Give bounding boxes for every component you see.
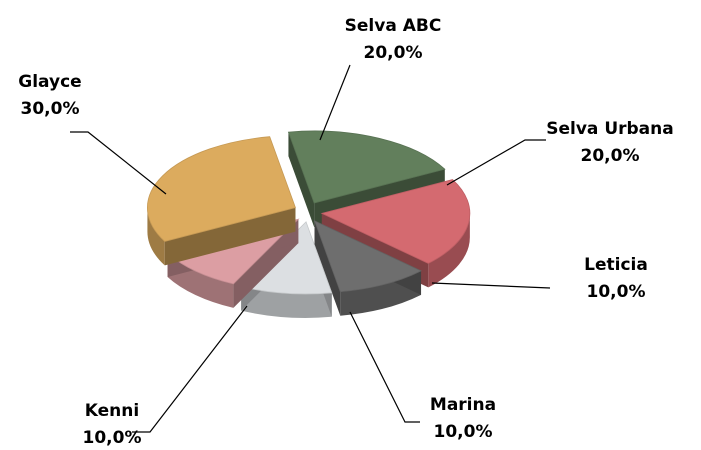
value-label: 30,0% <box>21 99 80 119</box>
value-label: 10,0% <box>587 282 646 302</box>
slice-cut <box>288 132 315 228</box>
leader-line <box>319 64 351 141</box>
leader-line <box>431 282 551 289</box>
leader-line <box>70 131 167 195</box>
leader-line <box>349 311 420 423</box>
slice-cut <box>164 207 296 266</box>
slice-top <box>320 179 471 264</box>
leader-line <box>446 139 546 186</box>
value-label: 20,0% <box>581 146 640 166</box>
value-label: 10,0% <box>434 422 493 442</box>
slice-side <box>241 286 332 318</box>
slice <box>147 136 296 266</box>
category-label: Marina <box>430 395 496 415</box>
slice-side <box>147 207 165 266</box>
slice <box>313 220 422 316</box>
slice-top <box>287 130 446 204</box>
leader-line <box>132 305 248 433</box>
slice-top <box>147 136 296 242</box>
category-label: Selva ABC <box>345 16 442 36</box>
category-label: Selva Urbana <box>546 119 673 139</box>
category-label: Glayce <box>18 72 81 92</box>
value-label: 10,0% <box>83 428 142 448</box>
category-label: Kenni <box>85 401 139 421</box>
category-label: Leticia <box>584 255 648 275</box>
slice-cut <box>314 220 341 316</box>
value-label: 20,0% <box>364 43 423 63</box>
slice-top <box>313 220 422 293</box>
